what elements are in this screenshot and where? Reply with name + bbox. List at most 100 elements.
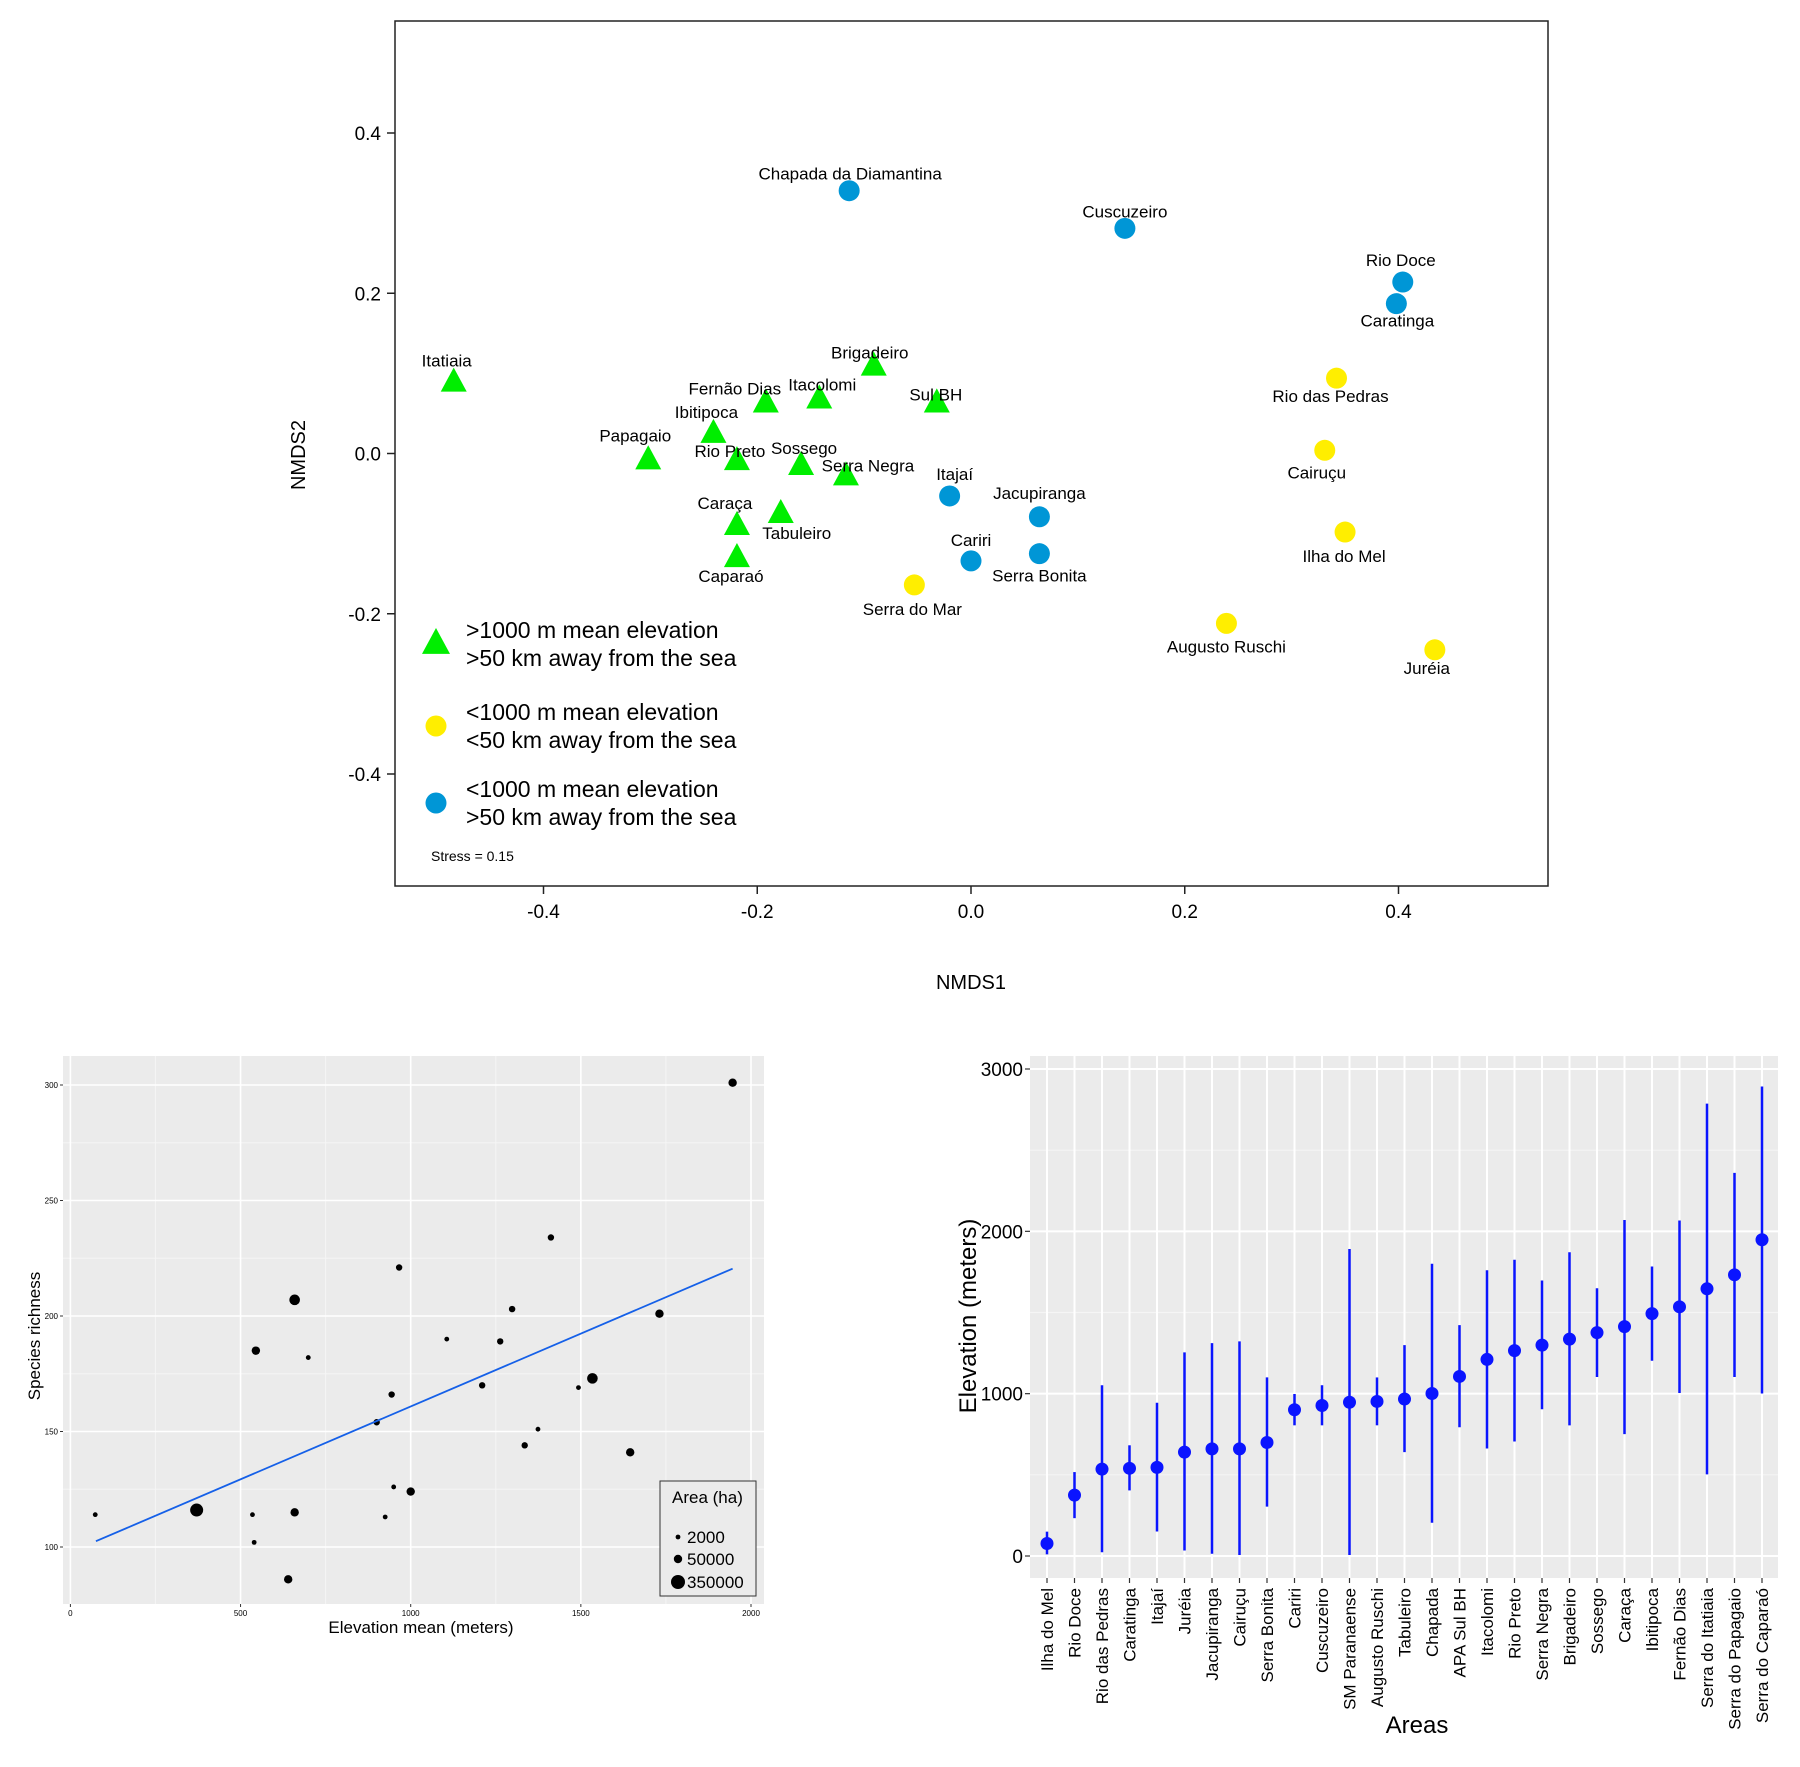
circle-marker [1334,521,1356,543]
data-point: Juréia [1404,639,1451,678]
data-point: Serra Bonita [992,543,1087,586]
point-label: Fernão Dias [688,379,781,398]
circle-marker [1028,543,1050,565]
regression-line [95,1267,733,1543]
point-label: Rio das Pedras [1272,387,1388,406]
legend-circle-marker [425,715,447,737]
error-bar-point [1370,1377,1384,1426]
circle-marker [1028,506,1050,528]
data-point [508,1305,516,1313]
error-bar-point [1040,1531,1054,1555]
category-label: Cariri [1286,1588,1305,1629]
category-label: Sossego [1588,1588,1607,1654]
y-tick-label: 300 [45,1081,59,1090]
point-label: Serra Negra [822,456,915,475]
data-point: Itatiaia [422,352,472,392]
data-point [92,1512,98,1518]
point-label: Ilha do Mel [1302,547,1385,566]
mean-marker [1645,1307,1659,1321]
y-axis-title: NMDS2 [288,420,310,490]
category-label: Rio Doce [1066,1588,1085,1658]
mean-marker [1535,1338,1549,1352]
data-point [250,1512,255,1518]
data-point [587,1373,598,1384]
point-label: Jacupiranga [993,484,1086,503]
error-bar-point [1453,1325,1466,1428]
error-bar-point [1205,1343,1219,1554]
point-label: Itacolomi [788,375,856,394]
elevation-range-plot: 0 1000 2000 3000 Ilha do Mel Rio Doce Rio das … [955,1056,1778,1739]
error-bar-point [1288,1393,1301,1426]
triangle-marker [767,498,794,524]
error-bar-point [1233,1341,1246,1556]
error-bar-point [1590,1288,1604,1377]
data-point: Tabuleiro [762,498,831,543]
x-tick-label: -0.2 [741,902,774,923]
point-label: Caraça [698,494,753,513]
nmds-ordination-plot: 0.4 0.2 0.0 -0.2 -0.4 -0.4 -0.2 0.0 0.2 0.4 NMDS1 N… [288,20,1549,994]
y-tick-label: 1000 [981,1385,1023,1406]
legend-label: 50000 [687,1550,734,1569]
legend-label-line1: >1000 m mean elevation [466,617,719,643]
legend-triangle-marker [422,628,450,654]
category-label: Cuscuzeiro [1313,1588,1332,1673]
data-point: Brigadeiro [831,344,908,376]
mean-marker [1343,1395,1356,1409]
x-tick-label: 0.4 [1385,902,1412,923]
circle-marker [1385,293,1407,315]
data-point: Sul BH [909,385,962,413]
circle-marker [939,485,961,507]
point-label: Caparaó [698,567,763,586]
mean-marker [1425,1387,1439,1401]
data-point: Cariri [951,531,991,572]
triangle-marker [860,351,887,376]
data-point: Rio Preto [695,442,765,471]
circle-marker [903,574,925,596]
error-bar-point [1150,1402,1164,1532]
data-point: Cuscuzeiro [1082,202,1167,239]
data-point: Papagaio [599,426,671,470]
data-point: Caratinga [1361,293,1435,331]
triangle-marker [923,388,950,413]
data-point [190,1503,204,1517]
error-bar-point [1123,1445,1136,1491]
point-label: Chapada da Diamantina [758,165,942,184]
error-bar-point [1315,1385,1329,1426]
y-tick-label: 0.4 [355,124,382,145]
legend-label: 2000 [687,1528,725,1547]
legend-circle-marker [425,792,447,814]
mean-marker [1205,1442,1219,1456]
error-bar-point [1398,1345,1411,1453]
y-tick-label: 0.0 [355,445,381,466]
y-tick-label: 150 [45,1428,59,1437]
legend-label-line2: >50 km away from the sea [466,645,737,671]
circle-marker [960,550,982,572]
data-point [496,1338,504,1345]
y-tick-label: 0 [1012,1547,1023,1568]
x-tick-label: 0.2 [1172,902,1198,923]
x-axis-title: Areas [1386,1712,1449,1739]
legend-size-marker [671,1575,685,1589]
data-point: Ilha do Mel [1302,521,1386,566]
data-point: Caparaó [698,543,764,586]
error-bar-point [1480,1270,1494,1449]
legend-item: >1000 m mean elevation>50 km away from t… [422,617,737,671]
triangle-marker [832,461,859,486]
point-label: Itajaí [936,465,973,484]
data-point [251,1346,261,1355]
x-tick-label: 0.0 [958,902,984,923]
data-point: Augusto Ruschi [1167,612,1286,656]
category-label: Tabuleiro [1396,1588,1415,1657]
triangle-marker [440,367,467,392]
category-label: APA Sul BH [1451,1588,1470,1677]
y-tick-label: 200 [45,1312,59,1321]
x-axis-title: NMDS1 [936,972,1006,994]
data-point [444,1336,450,1342]
category-label: Serra Bonita [1258,1587,1277,1682]
mean-marker [1453,1369,1466,1383]
triangle-marker [635,445,662,470]
data-point: Caraça [698,494,753,536]
y-axis-title: Species richness [25,1272,44,1401]
circle-marker [1392,271,1414,293]
data-point [289,1294,300,1306]
